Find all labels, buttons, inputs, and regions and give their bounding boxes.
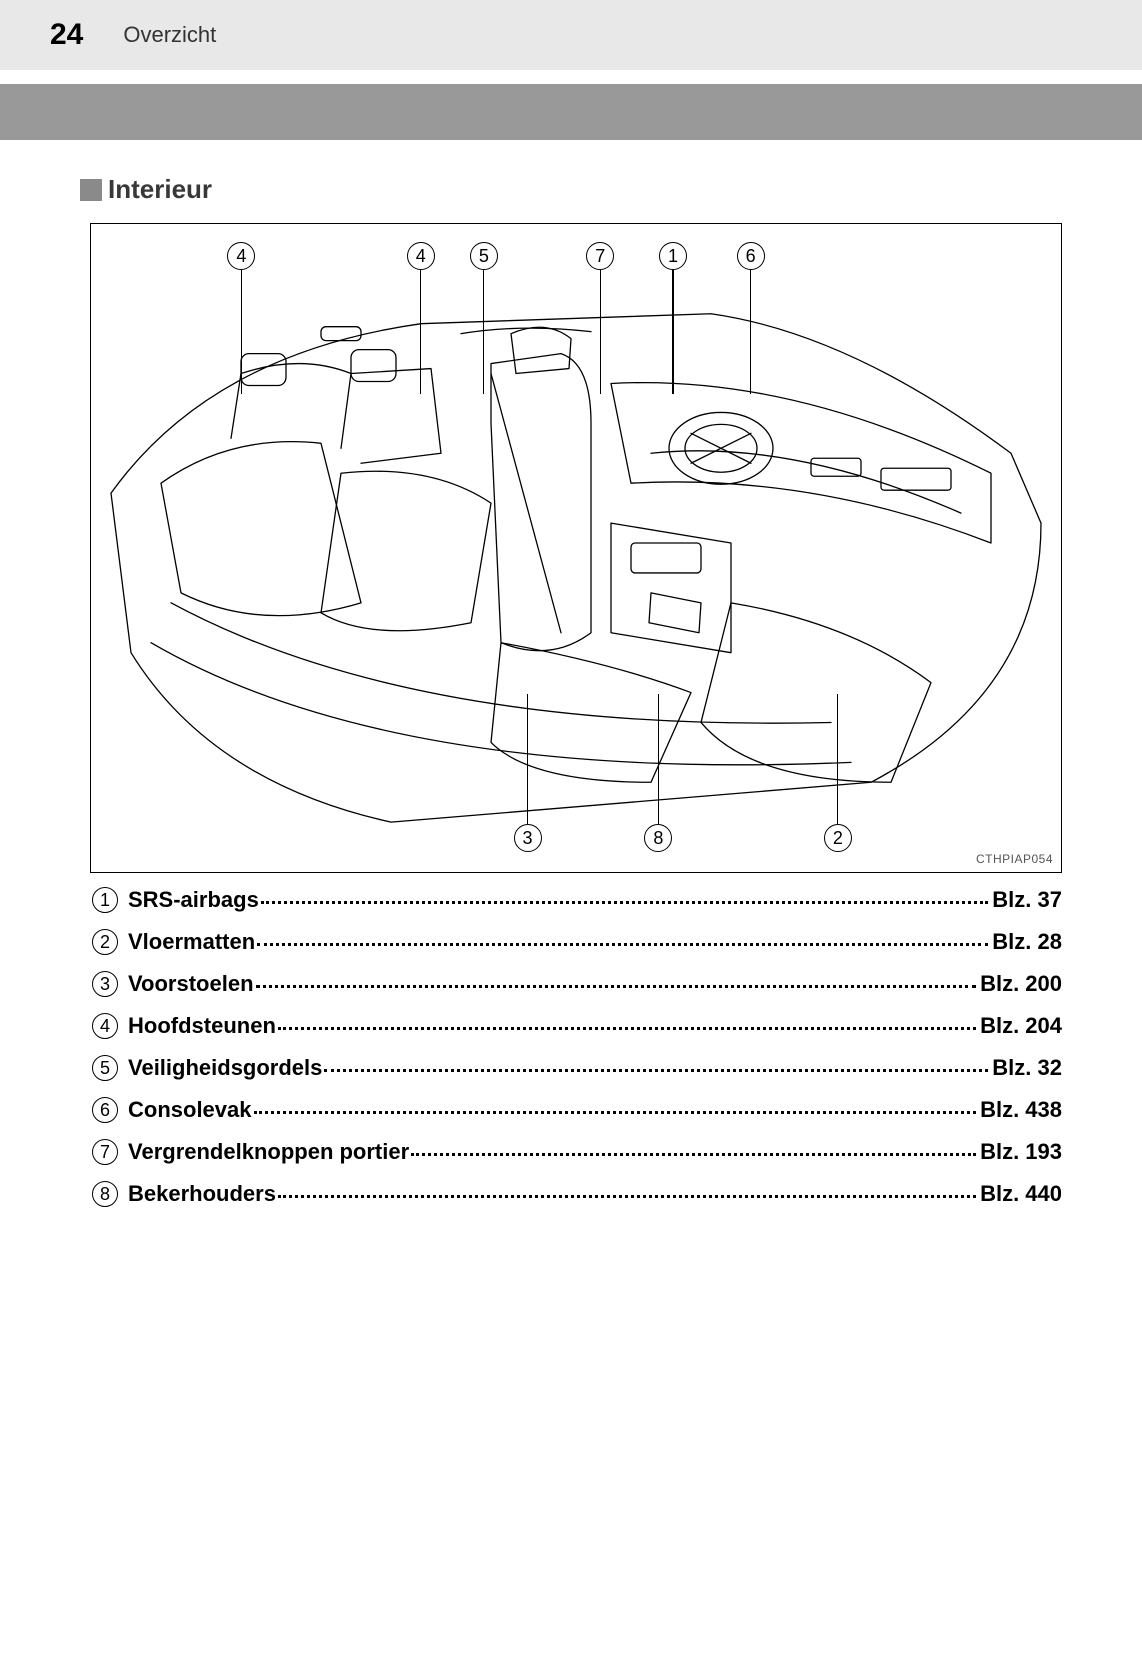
leader-dots [324,1059,988,1072]
interior-line-art [91,224,1061,872]
index-number-icon: 8 [92,1181,118,1207]
header-title: Overzicht [123,22,216,48]
index-number-icon: 2 [92,929,118,955]
index-number-icon: 6 [92,1097,118,1123]
index-row: 1 SRS-airbags Blz. 37 [92,887,1062,913]
leader-dots [254,1101,977,1114]
leader-line [527,694,528,824]
leader-line [837,694,838,824]
content-area: Interieur [0,140,1142,1207]
index-label: Veiligheidsgordels [128,1055,322,1081]
index-number-icon: 7 [92,1139,118,1165]
index-label: Voorstoelen [128,971,254,997]
diagram-callout: 1 [659,242,687,270]
diagram-callout: 5 [470,242,498,270]
secondary-band [0,84,1142,140]
index-label: Bekerhouders [128,1181,276,1207]
index-number-icon: 4 [92,1013,118,1039]
diagram-callout: 4 [407,242,435,270]
index-page: Blz. 193 [980,1139,1062,1165]
index-row: 8 Bekerhouders Blz. 440 [92,1181,1062,1207]
index-row: 4 Hoofdsteunen Blz. 204 [92,1013,1062,1039]
section-title: Interieur [108,174,212,205]
leader-dots [257,933,988,946]
index-label: Consolevak [128,1097,252,1123]
section-square-icon [80,179,102,201]
leader-line [600,270,601,394]
leader-line [420,270,421,394]
leader-dots [278,1185,976,1198]
index-page: Blz. 32 [992,1055,1062,1081]
index-number-icon: 3 [92,971,118,997]
leader-line [241,270,242,394]
page-number: 24 [50,18,83,52]
leader-dots [256,975,977,988]
index-page: Blz. 204 [980,1013,1062,1039]
index-label: Vloermatten [128,929,255,955]
interior-diagram: CTHPIAP054 445716382 [90,223,1062,873]
diagram-callout: 6 [737,242,765,270]
index-label: SRS-airbags [128,887,259,913]
index-label: Vergrendelknoppen portier [128,1139,409,1165]
index-number-icon: 1 [92,887,118,913]
index-list: 1SRS-airbagsBlz. 372VloermattenBlz. 283V… [80,887,1062,1207]
index-number-icon: 5 [92,1055,118,1081]
header-band: 24 Overzicht [0,0,1142,70]
section-heading: Interieur [80,174,1062,205]
leader-dots [411,1143,976,1156]
leader-line [483,270,484,394]
leader-line [750,270,751,394]
index-row: 3 Voorstoelen Blz. 200 [92,971,1062,997]
index-row: 7 Vergrendelknoppen portier Blz. 193 [92,1139,1062,1165]
index-row: 6 Consolevak Blz. 438 [92,1097,1062,1123]
index-page: Blz. 440 [980,1181,1062,1207]
diagram-code: CTHPIAP054 [976,852,1053,866]
diagram-callout: 3 [514,824,542,852]
leader-line [658,694,659,824]
index-row: 2 Vloermatten Blz. 28 [92,929,1062,955]
index-page: Blz. 438 [980,1097,1062,1123]
index-label: Hoofdsteunen [128,1013,276,1039]
leader-dots [278,1017,976,1030]
index-page: Blz. 200 [980,971,1062,997]
index-page: Blz. 37 [992,887,1062,913]
leader-dots [261,891,988,904]
index-row: 5 Veiligheidsgordels Blz. 32 [92,1055,1062,1081]
index-page: Blz. 28 [992,929,1062,955]
diagram-callout: 2 [824,824,852,852]
leader-line [672,270,673,394]
